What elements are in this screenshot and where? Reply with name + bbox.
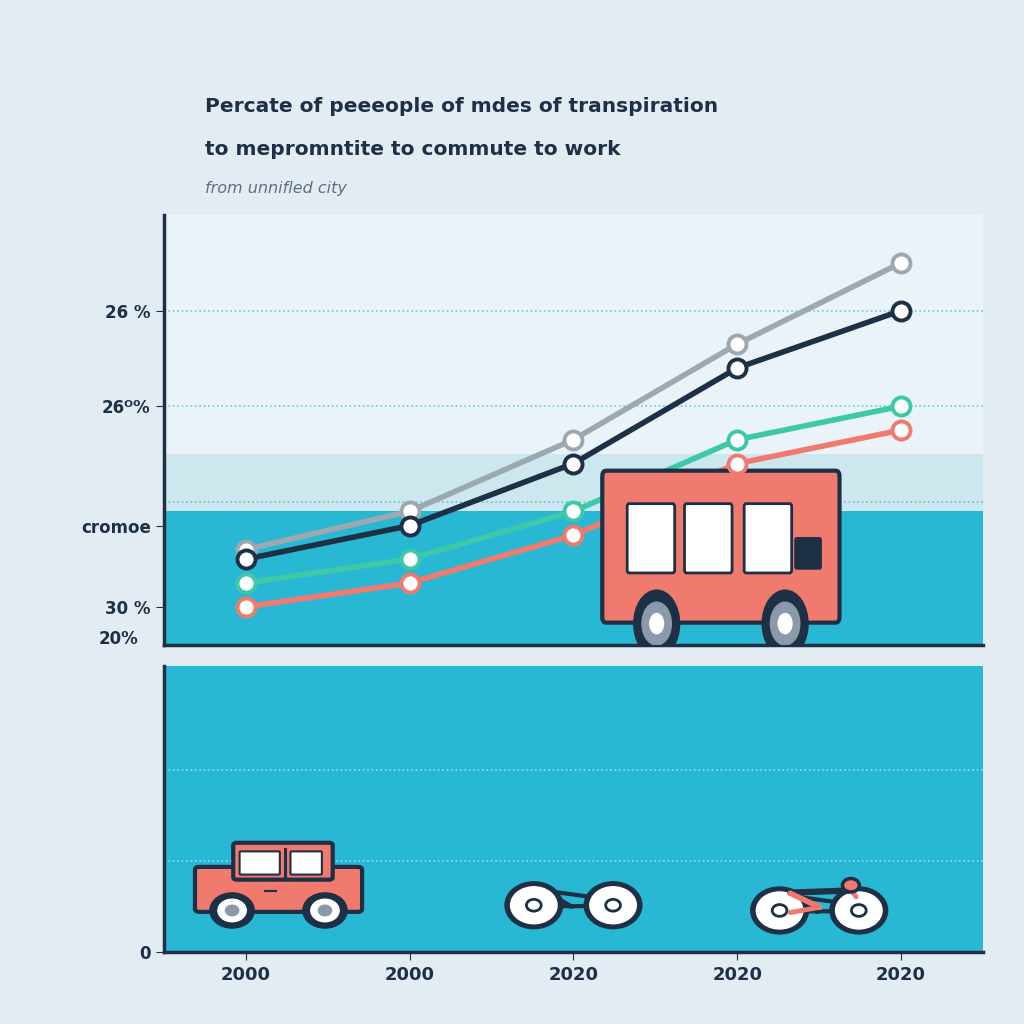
- FancyBboxPatch shape: [684, 504, 732, 573]
- Circle shape: [311, 899, 339, 922]
- Circle shape: [225, 905, 239, 915]
- Circle shape: [210, 893, 254, 928]
- FancyBboxPatch shape: [744, 504, 792, 573]
- Circle shape: [770, 602, 800, 645]
- Circle shape: [318, 905, 332, 915]
- FancyBboxPatch shape: [291, 851, 322, 874]
- Circle shape: [778, 613, 792, 634]
- Circle shape: [303, 893, 347, 928]
- Circle shape: [642, 602, 672, 645]
- FancyBboxPatch shape: [240, 851, 280, 874]
- Bar: [164, 454, 983, 511]
- Circle shape: [634, 590, 680, 657]
- Circle shape: [762, 590, 808, 657]
- Circle shape: [650, 613, 664, 634]
- FancyBboxPatch shape: [796, 538, 821, 568]
- FancyBboxPatch shape: [627, 504, 675, 573]
- Circle shape: [843, 879, 859, 892]
- Circle shape: [218, 899, 246, 922]
- FancyBboxPatch shape: [602, 471, 840, 623]
- Text: from unnifled city: from unnifled city: [205, 181, 347, 197]
- Text: Percate of peeeople of mdes of transpiration: Percate of peeeople of mdes of transpira…: [205, 97, 718, 117]
- FancyBboxPatch shape: [195, 867, 362, 911]
- Circle shape: [836, 892, 882, 929]
- Text: to mepromntite to commute to work: to mepromntite to commute to work: [205, 140, 621, 160]
- Circle shape: [757, 892, 803, 929]
- Text: 20%: 20%: [98, 630, 138, 648]
- FancyBboxPatch shape: [233, 843, 333, 880]
- Bar: [164, 511, 983, 645]
- Circle shape: [590, 887, 636, 924]
- Circle shape: [511, 887, 557, 924]
